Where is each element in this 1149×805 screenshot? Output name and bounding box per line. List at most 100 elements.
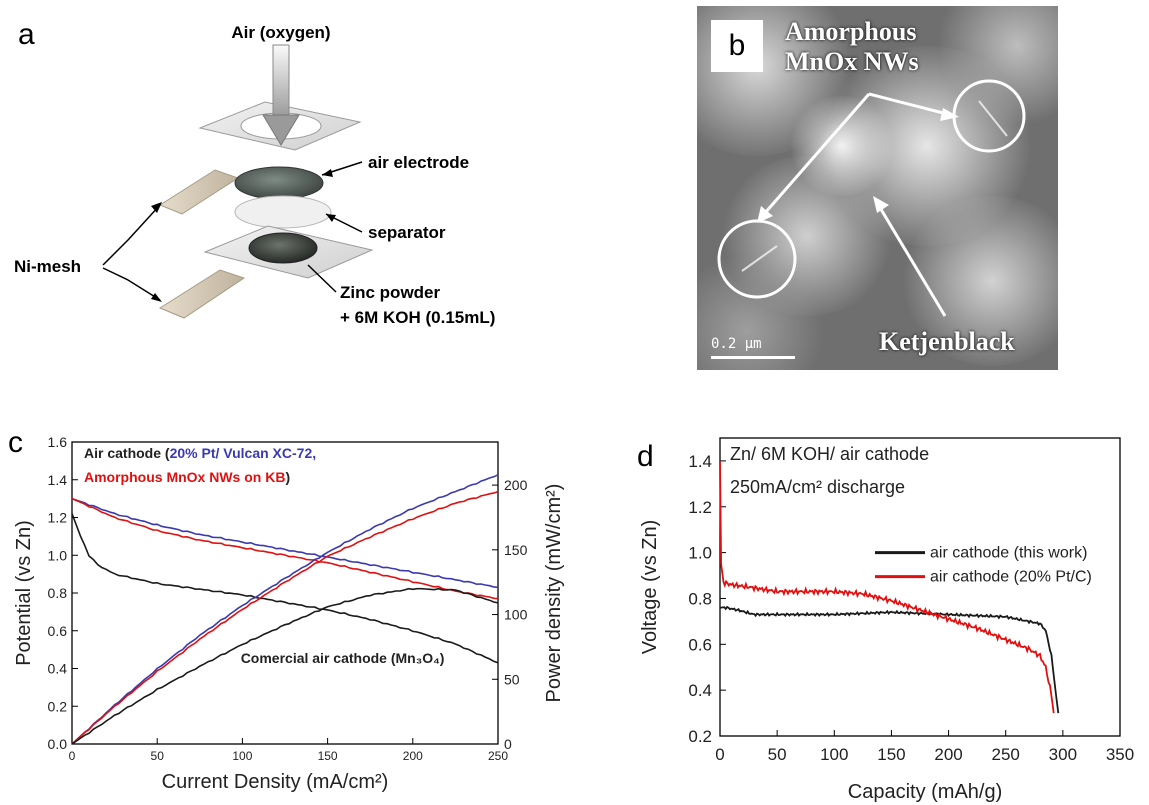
x-tick-label: 0 xyxy=(69,749,76,763)
air-oxygen-label: Air (oxygen) xyxy=(231,23,330,42)
y-axis-label: Voltage (vs Zn) xyxy=(639,520,661,655)
plot-frame xyxy=(719,437,1121,737)
y2-axis-label: Power density (mW/cm²) xyxy=(543,484,565,703)
y-tick-label: 0.8 xyxy=(688,589,712,608)
chart-c: 0 50 100 150 200 250 0.0 0.2 0.4 0.6 0.8 1.0 1.2 1.4 1… xyxy=(13,434,565,793)
y-axis-label: Potential (vs Zn) xyxy=(13,520,35,666)
nanowire-right xyxy=(978,100,1008,137)
legend-line1: Air cathode (20% Pt/ Vulcan XC-72, xyxy=(84,445,316,461)
series-line-blue-left xyxy=(71,497,499,589)
zinc-pointer xyxy=(307,264,337,293)
y2-tick-label: 0 xyxy=(504,736,512,752)
plot-frame xyxy=(71,441,499,745)
lower-ni-mesh-tab xyxy=(158,269,246,319)
x-tick-label: 250 xyxy=(488,749,508,763)
y-tick-label: 0.4 xyxy=(48,661,68,677)
x-tick-label: 200 xyxy=(403,749,423,763)
ni-mesh-pointer-upper-head xyxy=(151,202,162,213)
x-tick-label: 0 xyxy=(715,745,724,764)
chart-title-line1: Zn/ 6M KOH/ air cathode xyxy=(730,444,929,464)
upper-ni-mesh-tab xyxy=(158,169,240,215)
nw-arrow-right-head xyxy=(940,108,959,121)
ni-mesh-pointer-lower-head xyxy=(151,293,162,302)
series-line-black-right xyxy=(71,587,499,745)
ketjenblack-label: Ketjenblack xyxy=(879,327,1015,356)
separator-label: separator xyxy=(368,223,446,242)
air-electrode-pointer-head xyxy=(322,169,333,177)
x-tick-label: 50 xyxy=(768,745,787,764)
x-tick-label: 200 xyxy=(934,745,962,764)
scale-bar xyxy=(711,356,795,359)
ni-mesh-pointer-upper xyxy=(102,204,161,266)
x-tick-label: 150 xyxy=(318,749,338,763)
separator-pointer-head xyxy=(326,214,336,222)
y-tick-label: 0.6 xyxy=(48,623,68,639)
tem-annotations xyxy=(717,79,1026,317)
y-tick-label: 0.0 xyxy=(48,736,68,752)
nanowire-circle-left xyxy=(717,219,797,299)
x-axis-label: Current Density (mA/cm²) xyxy=(162,771,389,793)
y-tick-label: 1.2 xyxy=(688,498,712,517)
y-tick-label: 1.0 xyxy=(48,547,68,563)
y-tick-label: 1.0 xyxy=(688,544,712,563)
series-line-black xyxy=(720,605,1060,714)
x-tick-label: 350 xyxy=(1106,745,1134,764)
series-line-red xyxy=(719,460,1055,714)
y-tick-label: 0.6 xyxy=(688,635,712,654)
nanowire-circle-right xyxy=(952,79,1026,153)
cell-schematic: Air (oxygen) air electrode separator Ni-… xyxy=(14,23,495,327)
x-tick-label: 100 xyxy=(820,745,848,764)
series-line-red-left xyxy=(71,497,499,600)
y2-tick-label: 100 xyxy=(504,607,528,623)
air-arrow-shaft xyxy=(272,44,290,118)
separator-disc xyxy=(234,195,332,229)
series-line-red-right xyxy=(71,490,499,745)
x-tick-label: 300 xyxy=(1049,745,1077,764)
panel-letter-b: b xyxy=(711,20,763,72)
air-arrow-head xyxy=(262,114,300,146)
y-tick-label: 1.6 xyxy=(48,434,68,450)
legend-line2: Amorphous MnOx NWs on KB) xyxy=(84,469,290,485)
legend-label-red: air cathode (20% Pt/C) xyxy=(930,569,1092,586)
legend-label-black: air cathode (this work) xyxy=(930,545,1087,562)
chart-title-line2: 250mA/cm² discharge xyxy=(730,477,905,497)
zinc-powder-disc xyxy=(248,232,318,264)
panel-letter-d: d xyxy=(637,440,654,473)
y-tick-label: 0.8 xyxy=(48,585,68,601)
koh-label: + 6M KOH (0.15mL) xyxy=(340,308,495,327)
air-electrode-label: air electrode xyxy=(368,153,469,172)
scale-bar-label: 0.2 μm xyxy=(711,336,762,352)
x-tick-label: 50 xyxy=(151,749,165,763)
y2-tick-label: 50 xyxy=(504,671,520,687)
ketjen-arrow-head xyxy=(873,196,889,213)
nanowire-label-line1: Amorphous xyxy=(785,17,917,46)
panel-letter-a: a xyxy=(18,18,35,51)
chart-d: 0 50 100 150 200 250 300 350 0.2 0.4 0.6 0.8 1.0 1.2 1… xyxy=(639,437,1134,803)
ni-mesh-label: Ni-mesh xyxy=(14,257,81,276)
y-tick-label: 0.4 xyxy=(688,681,712,700)
ketjen-arrow xyxy=(877,205,947,317)
y-tick-label: 0.2 xyxy=(48,698,68,714)
y-tick-label: 1.4 xyxy=(48,472,68,488)
nanowire-left xyxy=(741,245,778,272)
x-tick-label: 250 xyxy=(992,745,1020,764)
nw-arrow-right xyxy=(868,92,948,116)
series-line-black-left xyxy=(71,513,499,664)
x-tick-label: 100 xyxy=(232,749,252,763)
air-electrode-disc xyxy=(234,166,324,200)
y-tick-label: 0.2 xyxy=(688,727,712,746)
x-axis-label: Capacity (mAh/g) xyxy=(848,781,1003,803)
y2-tick-label: 200 xyxy=(504,477,528,493)
x-tick-label: 150 xyxy=(877,745,905,764)
ni-mesh-pointer-lower xyxy=(102,267,161,301)
y-tick-label: 1.2 xyxy=(48,510,68,526)
nw-arrow-left xyxy=(763,93,871,214)
zinc-powder-label: Zinc powder xyxy=(340,283,441,302)
y-tick-label: 1.4 xyxy=(688,452,712,471)
nw-arrow-left-head xyxy=(757,206,773,223)
panel-letter-c: c xyxy=(8,426,23,459)
y2-tick-label: 150 xyxy=(504,542,528,558)
nanowire-label-line2: MnOx NWs xyxy=(785,47,919,76)
series-line-blue-right xyxy=(71,474,499,745)
commercial-cathode-label: Comercial air cathode (Mn₃O₄) xyxy=(241,650,445,666)
